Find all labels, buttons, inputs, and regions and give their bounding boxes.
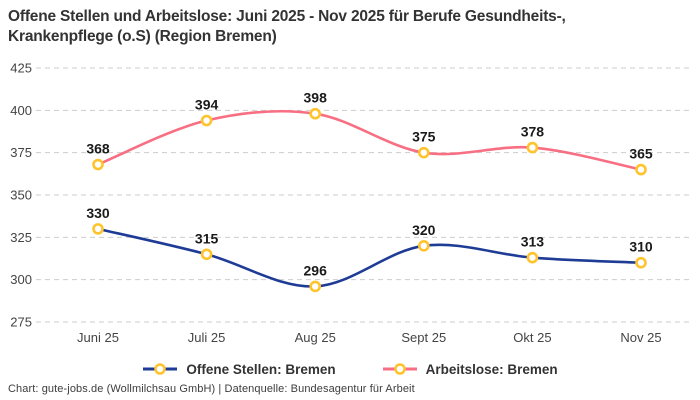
y-gridlines: [36, 67, 691, 323]
data-point-marker[interactable]: [92, 223, 104, 235]
series-line-offene-stellen: [96, 227, 643, 288]
data-point-label: 368: [86, 141, 110, 157]
y-tick-label: 375: [10, 145, 32, 160]
data-point-label: 375: [412, 129, 436, 145]
legend-item-arbeitslose[interactable]: Arbeitslose: Bremen: [382, 362, 558, 377]
data-point-label: 315: [195, 230, 219, 246]
data-point-marker[interactable]: [309, 280, 322, 293]
data-point-marker[interactable]: [635, 163, 647, 176]
y-tick-label: 425: [10, 61, 32, 76]
data-point-label: 320: [412, 222, 436, 238]
x-tick-label: Nov 25: [620, 330, 661, 345]
legend-label-offene-stellen: Offene Stellen: Bremen: [186, 361, 336, 377]
x-tick-label: Aug 25: [295, 330, 336, 345]
series-markers: 330 315 296 320 313 310: [86, 205, 653, 293]
data-point-label: 296: [304, 262, 328, 278]
y-tick-label: 350: [10, 188, 32, 203]
data-point-label: 313: [521, 234, 545, 250]
data-point-marker[interactable]: [417, 240, 430, 252]
data-point-marker[interactable]: [309, 107, 322, 120]
legend: Offene Stellen: Bremen Arbeitslose: Brem…: [0, 358, 700, 380]
legend-line-marker-icon: [382, 363, 417, 375]
attribution-text: Chart: gute-jobs.de (Wollmilchsau GmbH) …: [8, 383, 415, 395]
legend-item-offene-stellen[interactable]: Offene Stellen: Bremen: [142, 361, 336, 377]
data-point-marker[interactable]: [200, 114, 213, 127]
x-tick-label: Juli 25: [188, 330, 226, 345]
data-point-label: 394: [195, 96, 219, 112]
data-point-label: 365: [629, 146, 653, 162]
y-tick-label: 275: [10, 315, 32, 330]
y-tick-label: 325: [10, 230, 32, 245]
x-tick-label: Juni 25: [77, 330, 119, 345]
data-point-marker[interactable]: [526, 251, 539, 264]
data-point-marker[interactable]: [200, 248, 213, 261]
line-chart: 275 300 325 350 375 400 425 Juni 25 Juli 25 Aug 2…: [10, 61, 691, 345]
plot-area: 275 300 325 350 375 400 425 Juni 25 Juli 25 Aug 2…: [0, 52, 700, 352]
x-axis-labels: Juni 25 Juli 25 Aug 25 Sept 25 Okt 25 Nov 25: [77, 330, 662, 345]
data-point-marker[interactable]: [417, 146, 430, 159]
y-axis-labels: 275 300 325 350 375 400 425: [10, 61, 32, 330]
legend-line-marker-icon: [143, 363, 178, 375]
data-point-marker[interactable]: [92, 158, 104, 171]
series-line-arbeitslose: [96, 109, 643, 171]
x-tick-label: Sept 25: [401, 330, 446, 345]
data-point-marker[interactable]: [526, 141, 539, 154]
legend-label-arbeitslose: Arbeitslose: Bremen: [425, 361, 558, 377]
data-point-label: 378: [521, 124, 545, 140]
data-point-marker[interactable]: [635, 256, 647, 269]
data-point-label: 398: [304, 90, 328, 106]
data-point-label: 310: [629, 239, 653, 255]
x-tick-label: Okt 25: [513, 330, 551, 345]
chart-title: Offene Stellen und Arbeitslose: Juni 202…: [8, 8, 566, 46]
data-point-label: 330: [86, 205, 110, 221]
series-markers: 368 394 398 375 378 365: [86, 90, 653, 176]
y-tick-label: 400: [10, 103, 32, 118]
y-tick-label: 300: [10, 272, 32, 287]
